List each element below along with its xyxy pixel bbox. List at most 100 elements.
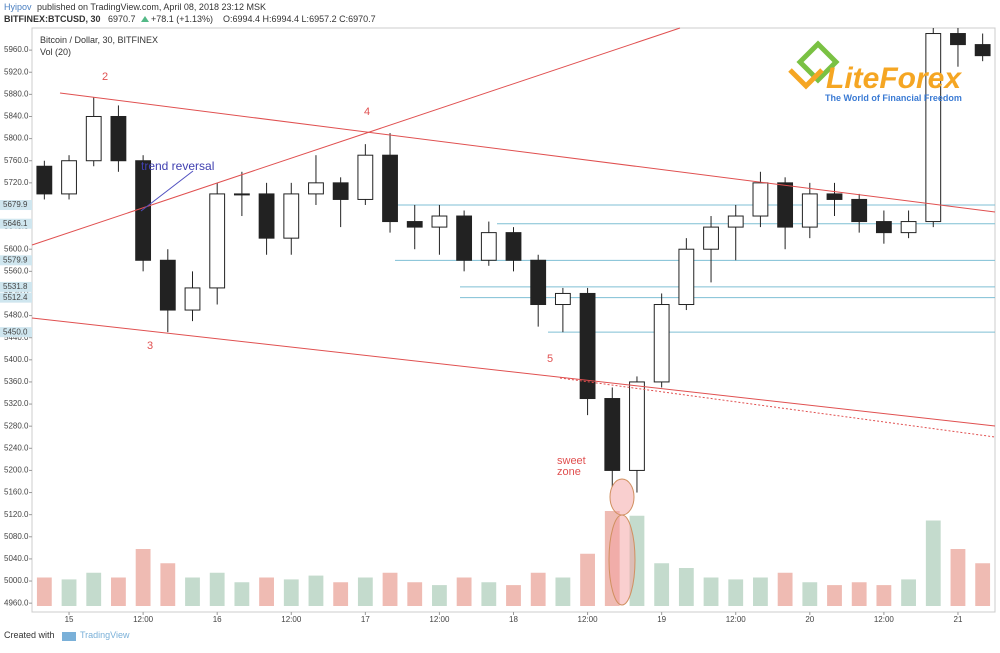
volume-bar [530,572,546,606]
candle-body [579,292,596,400]
y-tick-label: 5280.0 [4,421,29,430]
y-tick-label: 5960.0 [4,45,29,54]
annotation: 2 [102,71,108,83]
symbol: BITFINEX:BTCUSD, 30 [4,14,101,24]
candle-body [974,44,991,57]
y-tick-label: 4960.0 [4,598,29,607]
annotation: sweet [557,455,586,467]
volume-bar [777,572,793,606]
volume-bar [333,582,349,606]
candle-body [678,248,695,306]
candle-body [431,215,448,228]
volume-bar [160,563,176,606]
candle-body [777,182,794,228]
candle-body [456,215,473,261]
volume-bar [357,577,373,606]
footer [0,622,1000,648]
volume-bar [86,572,102,606]
candle-body [554,292,571,306]
x-tick-label: 12:00 [874,615,895,624]
volume-label: Vol (20) [40,47,71,57]
candle-body [875,221,892,234]
volume-bar [61,579,77,606]
y-tick-label: 5880.0 [4,89,29,98]
x-tick-label: 12:00 [281,615,302,624]
candle-body [382,154,398,223]
level-label: 5579.9 [3,255,28,264]
volume-bar [876,585,892,606]
y-tick-label: 5120.0 [4,510,29,519]
annotation-arrow [140,170,194,212]
x-tick-label: 19 [657,615,666,624]
logo-name: LiteForex [826,62,962,95]
annotation: 3 [147,340,153,352]
candle-body [950,33,966,46]
volume-bar [185,577,200,606]
candle-body [258,193,275,239]
candle-body [61,160,77,195]
y-tick-label: 5760.0 [4,156,29,165]
candle-body [851,198,868,223]
level-label: 5450.0 [3,327,28,336]
volume-bar [678,568,694,606]
candle-body [85,115,102,162]
volume-bar [481,582,497,606]
x-tick-label: 12:00 [133,615,154,624]
y-tick-label: 5920.0 [4,67,29,76]
y-tick-label: 5440.0 [4,333,29,342]
level-tag [0,200,32,211]
volume-bar [382,572,398,606]
x-tick-label: 18 [509,615,518,624]
logo: LiteForex The World of Financial Freedom [788,40,962,103]
trendline [31,27,681,246]
x-tick-label: 21 [954,615,963,624]
level-label: 5531.8 [3,282,28,291]
volume-bar [209,572,225,606]
annotation: 5 [547,353,553,365]
volume-bar [728,579,744,606]
x-tick-label: 12:00 [578,615,599,624]
y-tick-label: 5600.0 [4,244,29,253]
y-tick-label: 5200.0 [4,466,29,475]
candle-body [727,215,744,228]
candle-body [184,287,201,311]
trendline [559,377,996,438]
candle-body [604,398,621,471]
y-tick-label: 5240.0 [4,443,29,452]
volume-bar [407,582,423,606]
volume-bar [234,582,250,606]
y-tick-label: 5840.0 [4,112,29,121]
candle-body [801,193,818,228]
author: Hyipov [4,2,32,12]
trendline [59,92,996,213]
x-tick-label: 16 [213,615,222,624]
volume-bar [901,579,916,606]
candle-body [209,193,226,289]
last-price: 6970.7 [108,14,136,24]
candle-body [703,226,719,250]
trendline [31,317,996,427]
candle-body [308,182,324,195]
level-label: 5646.1 [3,219,28,228]
candle-body [357,154,374,200]
level-tag [0,255,32,266]
volume-bar [506,585,521,606]
y-tick-label: 5560.0 [4,266,29,275]
candle-body [36,165,53,195]
volume-bar [111,577,126,606]
x-tick-label: 20 [805,615,814,624]
x-tick-label: 12:00 [726,615,747,624]
volume-bar [925,520,941,606]
y-tick-label: 5320.0 [4,399,29,408]
candle-body [283,193,300,239]
volume-bar [36,577,52,606]
published: published on TradingView.com, April 08, … [37,2,266,12]
logo-mark [796,40,840,84]
volume-bar [827,585,842,606]
footer-brand: TradingView [80,630,130,640]
volume-bar [555,577,571,606]
candle-body [406,221,423,228]
plot: 4960.0 5000.0 5040.0 5080.0 5120.0 5160.0 5200… [0,28,995,624]
volume-bar [802,582,818,606]
